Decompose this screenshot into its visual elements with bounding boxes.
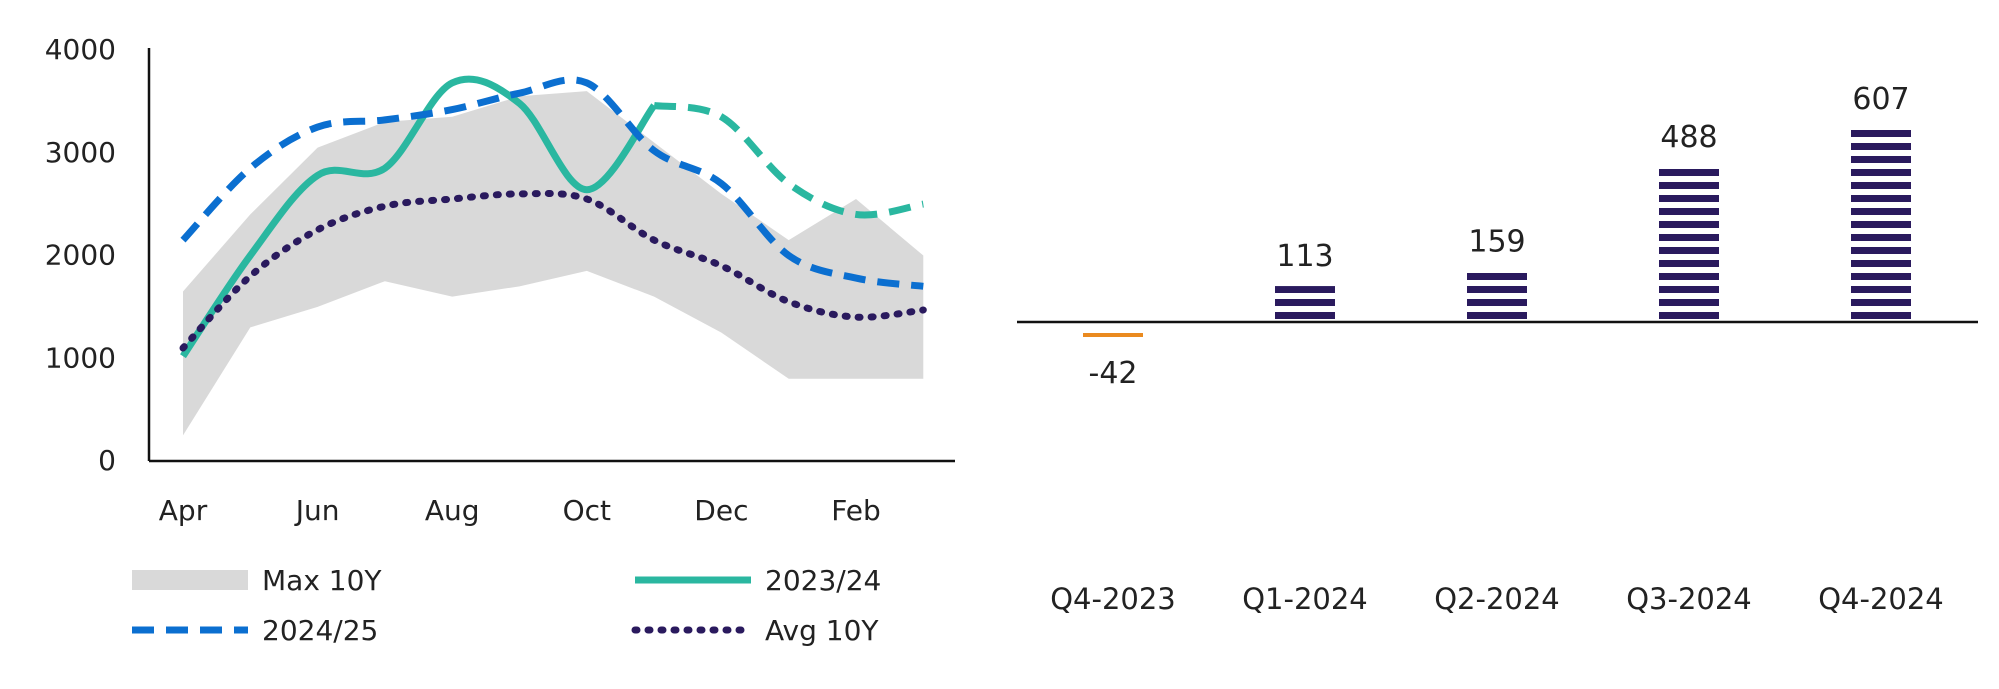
series-line-2024-25 <box>180 76 924 290</box>
bar-Q4-2023 <box>1083 333 1143 337</box>
category-label-Q3-2024: Q3-2024 <box>1626 582 1752 616</box>
bar-Q2-2024 <box>1467 271 1527 322</box>
legend-max-10y-swatch <box>132 570 248 590</box>
category-label-Q2-2024: Q2-2024 <box>1434 582 1560 616</box>
x-tick-label: Oct <box>563 494 611 527</box>
y-tick-label: 1000 <box>45 341 116 374</box>
line-chart-legend: Max 10Y 2023/24 2024/25 Avg 10Y <box>132 564 881 647</box>
data-label-Q1-2024: 113 <box>1276 239 1333 274</box>
y-tick-label: 0 <box>98 444 116 477</box>
legend-2024-25-label: 2024/25 <box>262 614 378 647</box>
bar-Q4-2024 <box>1851 129 1911 322</box>
data-label-Q2-2024: 159 <box>1468 224 1525 259</box>
y-tick-label: 2000 <box>45 239 116 272</box>
data-label-Q4-2023: -42 <box>1089 356 1138 391</box>
series-line-avg-10y <box>179 189 927 352</box>
category-label-Q4-2023: Q4-2023 <box>1050 582 1176 616</box>
series-line-2023-24-solid <box>180 75 657 359</box>
line-chart: 0 1000 2000 3000 4000 Apr Jun Aug Oct Dec Feb <box>45 33 955 527</box>
category-label-Q4-2024: Q4-2024 <box>1818 582 1944 616</box>
category-label-Q1-2024: Q1-2024 <box>1242 582 1368 616</box>
band-max-10y <box>183 91 924 436</box>
x-tick-label: Jun <box>294 494 340 527</box>
x-tick-label: Dec <box>694 494 748 527</box>
x-tick-label: Feb <box>831 494 881 527</box>
x-tick-label: Apr <box>159 494 208 527</box>
legend-2023-24-label: 2023/24 <box>765 564 881 597</box>
bar-Q1-2024 <box>1275 286 1335 322</box>
y-tick-label: 3000 <box>45 136 116 169</box>
legend-max-10y-label: Max 10Y <box>262 564 382 597</box>
bar-chart: -42 Q4-2023 113 Q1-2024 159 Q2-2024 488 Q3-2024… <box>1017 82 1978 616</box>
data-label-Q3-2024: 488 <box>1660 120 1717 155</box>
data-label-Q4-2024: 607 <box>1852 82 1909 117</box>
legend-avg-10y-label: Avg 10Y <box>765 614 879 647</box>
x-tick-label: Aug <box>425 494 480 527</box>
y-tick-label: 4000 <box>45 33 116 66</box>
bar-Q3-2024 <box>1659 166 1719 322</box>
series-line-2023-24-dashed <box>653 102 924 219</box>
